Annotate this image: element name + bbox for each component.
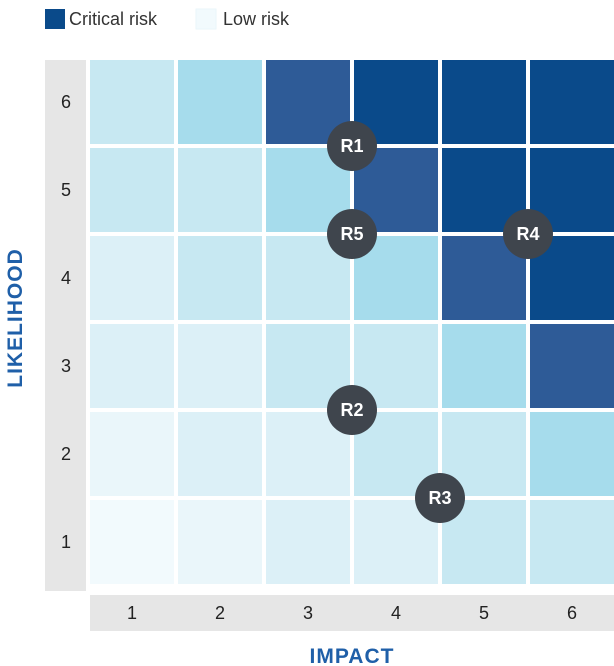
x-axis-tick-panel xyxy=(90,595,614,631)
x-axis-tick-label: 5 xyxy=(479,603,489,623)
matrix-cell xyxy=(530,500,614,584)
matrix-cell xyxy=(90,324,174,408)
x-axis-tick-label: 1 xyxy=(127,603,137,623)
risk-marker-circle xyxy=(327,385,377,435)
matrix-cell xyxy=(530,412,614,496)
matrix-cell xyxy=(178,500,262,584)
y-axis-tick-label: 1 xyxy=(61,532,71,552)
x-axis-tick-label: 4 xyxy=(391,603,401,623)
risk-marker-label: R2 xyxy=(340,400,363,420)
risk-marker: R5 xyxy=(327,209,377,259)
y-axis-ticks: 6 5 4 3 2 1 xyxy=(61,92,71,552)
matrix-cells xyxy=(90,60,614,584)
y-axis-tick-panel xyxy=(45,60,86,591)
matrix-cell xyxy=(178,324,262,408)
risk-marker-label: R1 xyxy=(340,136,363,156)
y-axis-tick-label: 5 xyxy=(61,180,71,200)
matrix-cell xyxy=(178,60,262,144)
risk-marker-circle xyxy=(327,121,377,171)
matrix-cell xyxy=(90,60,174,144)
x-axis-tick-label: 6 xyxy=(567,603,577,623)
risk-marker: R2 xyxy=(327,385,377,435)
risk-marker-circle xyxy=(415,473,465,523)
risk-marker-label: R5 xyxy=(340,224,363,244)
matrix-cell xyxy=(90,500,174,584)
y-axis-tick-label: 6 xyxy=(61,92,71,112)
matrix-cell xyxy=(178,412,262,496)
risk-markers: R1 R5 R4 R2 R3 xyxy=(327,121,553,523)
y-axis-tick-label: 2 xyxy=(61,444,71,464)
legend-swatch-low xyxy=(195,8,217,30)
matrix-cell xyxy=(442,60,526,144)
x-axis-ticks: 1 2 3 4 5 6 xyxy=(127,603,577,623)
matrix-cell xyxy=(90,148,174,232)
risk-marker-circle xyxy=(503,209,553,259)
legend: Critical risk Low risk xyxy=(45,8,290,30)
risk-marker: R1 xyxy=(327,121,377,171)
legend-label-low: Low risk xyxy=(223,9,290,29)
y-axis-tick-label: 4 xyxy=(61,268,71,288)
x-axis-label: IMPACT xyxy=(310,645,395,666)
matrix-cell xyxy=(442,324,526,408)
x-axis-tick-label: 3 xyxy=(303,603,313,623)
matrix-cell xyxy=(266,500,350,584)
matrix-cell xyxy=(178,148,262,232)
matrix-cell xyxy=(90,236,174,320)
matrix-cell xyxy=(530,60,614,144)
x-axis-tick-label: 2 xyxy=(215,603,225,623)
y-axis-label: LIKELIHOOD xyxy=(4,248,27,388)
y-axis-tick-label: 3 xyxy=(61,356,71,376)
matrix-cell xyxy=(178,236,262,320)
risk-marker-label: R4 xyxy=(516,224,539,244)
matrix-cell xyxy=(530,324,614,408)
risk-marker: R4 xyxy=(503,209,553,259)
matrix-cell xyxy=(90,412,174,496)
risk-marker-circle xyxy=(327,209,377,259)
legend-label-critical: Critical risk xyxy=(69,9,158,29)
legend-swatch-critical xyxy=(45,9,65,29)
risk-marker: R3 xyxy=(415,473,465,523)
risk-marker-label: R3 xyxy=(428,488,451,508)
